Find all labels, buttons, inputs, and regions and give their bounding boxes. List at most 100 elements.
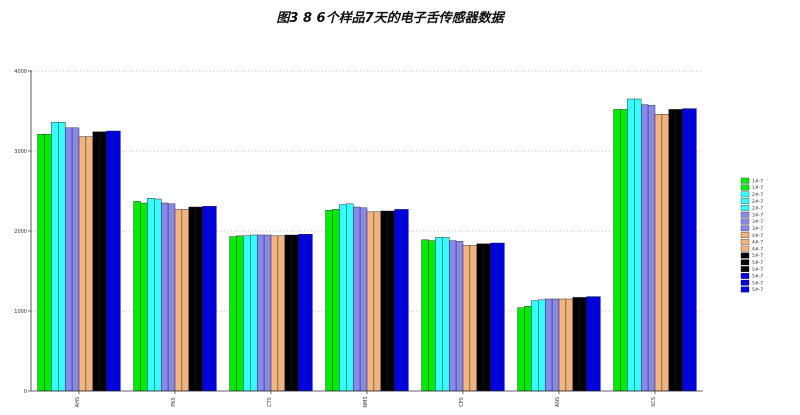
bar	[613, 109, 621, 392]
legend-swatch	[740, 245, 750, 252]
legend-label: 5#-7	[752, 267, 763, 273]
bar	[202, 205, 210, 392]
x-tick-label: ANS	[555, 397, 561, 407]
legend-label: 5#-7	[752, 274, 763, 280]
legend-label: 2#-7	[752, 192, 763, 198]
bar	[359, 207, 368, 392]
bar	[448, 240, 457, 392]
bar	[92, 131, 100, 392]
bar	[106, 130, 114, 392]
legend-label: 2#-7	[752, 206, 763, 212]
y-tick-label: 1000	[14, 309, 27, 315]
y-tick-label: 3000	[14, 149, 27, 155]
bar	[428, 240, 436, 392]
bar	[476, 243, 484, 392]
bar	[442, 237, 450, 392]
bar	[140, 202, 148, 392]
bar	[209, 205, 217, 392]
bar	[229, 236, 237, 392]
legend-swatch	[740, 211, 750, 218]
bar	[469, 245, 478, 392]
bar	[332, 209, 340, 392]
bar	[236, 235, 244, 392]
legend-swatch	[740, 273, 750, 279]
bar	[113, 130, 121, 392]
bar	[634, 98, 642, 392]
bar	[195, 206, 203, 392]
bar	[270, 235, 279, 392]
bar	[291, 234, 299, 392]
legend-swatch	[740, 232, 750, 238]
legend-swatch	[740, 286, 750, 293]
bar	[524, 305, 532, 392]
legend-label: 4#-7	[752, 240, 763, 246]
bar	[654, 113, 663, 392]
bar	[675, 109, 683, 392]
bar	[250, 234, 258, 392]
bar	[483, 243, 491, 392]
x-tick-label: PKS	[171, 397, 177, 406]
bar	[188, 206, 196, 392]
legend: 1#-71#-72#-72#-72#-73#-73#-73#-74#-74#-7…	[740, 177, 763, 293]
bar	[455, 241, 464, 392]
y-tick-label: 2000	[14, 229, 27, 235]
bar	[51, 121, 59, 392]
legend-swatch	[740, 177, 750, 184]
bar	[387, 210, 395, 392]
bar	[517, 307, 525, 392]
legend-label: 2#-7	[752, 199, 763, 205]
legend-label: 5#-7	[752, 253, 763, 259]
bar	[394, 209, 402, 392]
bar	[167, 203, 176, 392]
bar	[462, 245, 471, 392]
bar	[243, 235, 251, 392]
bar	[586, 296, 594, 392]
bar	[325, 209, 333, 392]
bar	[85, 136, 94, 392]
bar	[160, 202, 169, 392]
x-tick-label: NMS	[363, 396, 369, 407]
bar	[661, 113, 670, 392]
bar	[572, 297, 580, 392]
bar	[640, 104, 649, 392]
bar	[620, 109, 628, 392]
bar	[263, 234, 272, 392]
legend-label: 5#-7	[752, 260, 763, 266]
bar	[181, 209, 190, 392]
bar	[71, 127, 80, 392]
bar	[421, 239, 429, 392]
legend-label: 3#-7	[752, 226, 763, 232]
legend-swatch	[740, 252, 750, 259]
legend-label: 5#-7	[752, 287, 763, 293]
x-tick-label: SCS	[651, 397, 657, 407]
y-tick-label: 4000	[14, 69, 27, 75]
legend-swatch	[740, 239, 750, 245]
legend-swatch	[740, 259, 750, 266]
bar	[373, 211, 382, 392]
bar	[579, 297, 587, 392]
bar	[154, 198, 162, 392]
bar	[380, 210, 388, 392]
legend-label: 3#-7	[752, 212, 763, 218]
bar	[558, 298, 567, 392]
legend-label: 3#-7	[752, 219, 763, 225]
legend-swatch	[740, 218, 750, 225]
bar	[339, 204, 347, 392]
bar	[531, 300, 539, 392]
bar	[346, 203, 354, 392]
legend-swatch	[740, 279, 750, 286]
bar	[133, 201, 141, 392]
bar	[401, 209, 409, 392]
bar	[174, 209, 183, 392]
legend-swatch	[740, 266, 750, 272]
bar	[277, 235, 286, 392]
bar	[78, 136, 87, 392]
legend-label: 5#-7	[752, 280, 763, 286]
bar	[538, 299, 546, 392]
legend-label: 4#-7	[752, 233, 763, 239]
bar	[497, 242, 505, 392]
legend-swatch	[740, 184, 750, 191]
bar	[668, 109, 676, 392]
legend-swatch	[740, 198, 750, 204]
